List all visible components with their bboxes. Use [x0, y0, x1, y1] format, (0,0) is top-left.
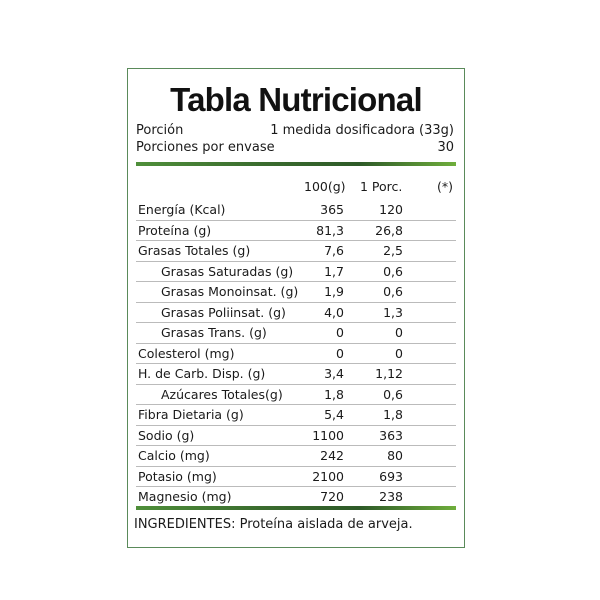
value-per100: 5,4 [324, 407, 344, 422]
nutrient-row: Grasas Trans. (g) 0 0 [136, 323, 456, 344]
value-per100: 0 [336, 345, 344, 361]
value-per-portion: 363 [379, 427, 403, 443]
nutrient-row: Proteína (g) 81,3 26,8 [136, 221, 456, 241]
value-per-portion: 1,8 [383, 407, 403, 422]
value-per100: 242 [320, 448, 344, 463]
value-per-portion: 1,12 [375, 366, 403, 381]
value-per100: 4,0 [324, 304, 344, 320]
nutrient-row: Energía (Kcal) 365 120 [136, 200, 456, 221]
value-per100: 720 [320, 489, 344, 504]
nutrient-label: Grasas Trans. (g) [161, 325, 267, 340]
value-per100: 7,6 [324, 243, 344, 258]
divider-bottom [136, 506, 456, 510]
value-per-portion: 80 [387, 448, 403, 463]
nutrient-row: Azúcares Totales(g) 1,8 0,6 [136, 385, 456, 405]
value-per-portion: 2,5 [383, 243, 403, 258]
portion-row: Porción 1 medida dosificadora (33g) [136, 123, 454, 138]
nutrient-label: H. de Carb. Disp. (g) [138, 366, 266, 381]
nutrient-label: Proteína (g) [138, 222, 212, 238]
nutrient-label: Grasas Saturadas (g) [161, 263, 294, 279]
value-per100: 3,4 [324, 366, 344, 381]
value-per100: 0 [336, 325, 344, 340]
value-per100: 365 [320, 202, 344, 217]
nutrient-row: Colesterol (mg) 0 0 [136, 344, 456, 364]
value-per-portion: 0,6 [383, 386, 403, 402]
value-per-portion: 238 [379, 489, 403, 504]
value-per100: 1,9 [324, 284, 344, 299]
nutrient-row: Grasas Saturadas (g) 1,7 0,6 [136, 262, 456, 282]
nutrient-row: Calcio (mg) 242 80 [136, 446, 456, 467]
nutrient-row: Potasio (mg) 2100 693 [136, 467, 456, 487]
nutrient-label: Potasio (mg) [138, 468, 217, 484]
servings-value: 30 [437, 140, 454, 155]
nutrient-label: Energía (Kcal) [138, 202, 226, 217]
nutrient-row: Sodio (g) 1100 363 [136, 426, 456, 446]
value-per100: 1100 [312, 427, 344, 443]
nutrient-label: Magnesio (mg) [138, 489, 232, 504]
value-per-portion: 0,6 [383, 284, 403, 299]
nutrient-label: Calcio (mg) [138, 448, 210, 463]
nutrient-label: Sodio (g) [138, 427, 195, 443]
nutrient-row: Grasas Totales (g) 7,6 2,5 [136, 241, 456, 262]
nutrient-label: Fibra Dietaria (g) [138, 407, 244, 422]
nutrition-table: Tabla Nutricional Porción 1 medida dosif… [127, 68, 465, 548]
nutrient-row: H. de Carb. Disp. (g) 3,4 1,12 [136, 364, 456, 385]
divider-top [136, 162, 456, 166]
value-per-portion: 0 [395, 325, 403, 340]
nutrient-label: Grasas Poliinsat. (g) [161, 304, 286, 320]
value-per-portion: 0 [395, 345, 403, 361]
servings-row: Porciones por envase 30 [136, 140, 454, 155]
portion-value: 1 medida dosificadora (33g) [270, 123, 454, 138]
header-per-portion: 1 Porc. [360, 179, 403, 194]
value-per100: 81,3 [316, 222, 344, 238]
value-per-portion: 1,3 [383, 304, 403, 320]
nutrient-row: Grasas Monoinsat. (g) 1,9 0,6 [136, 282, 456, 303]
value-per100: 1,8 [324, 386, 344, 402]
value-per-portion: 0,6 [383, 263, 403, 279]
nutrient-label: Grasas Monoinsat. (g) [161, 284, 299, 299]
value-per100: 1,7 [324, 263, 344, 279]
header-pct: (*) [437, 179, 454, 194]
nutrient-row: Magnesio (mg) 720 238 [136, 487, 456, 507]
nutrient-row: Grasas Poliinsat. (g) 4,0 1,3 [136, 303, 456, 323]
servings-label: Porciones por envase [136, 140, 275, 155]
nutrient-row: Fibra Dietaria (g) 5,4 1,8 [136, 405, 456, 426]
nutrient-rows: Energía (Kcal) 365 120 Proteína (g) 81,3 26,8… [136, 200, 456, 507]
nutrient-label: Colesterol (mg) [138, 345, 235, 361]
value-per100: 2100 [312, 468, 344, 484]
portion-label: Porción [136, 123, 184, 138]
nutrient-label: Azúcares Totales(g) [161, 386, 283, 402]
value-per-portion: 693 [379, 468, 403, 484]
table-title: Tabla Nutricional [170, 81, 422, 118]
value-per-portion: 26,8 [375, 222, 403, 238]
nutrient-label: Grasas Totales (g) [138, 243, 251, 258]
value-per-portion: 120 [379, 202, 403, 217]
header-per100: 100(g) [304, 179, 346, 194]
ingredients: INGREDIENTES: Proteína aislada de arveja… [134, 517, 413, 532]
